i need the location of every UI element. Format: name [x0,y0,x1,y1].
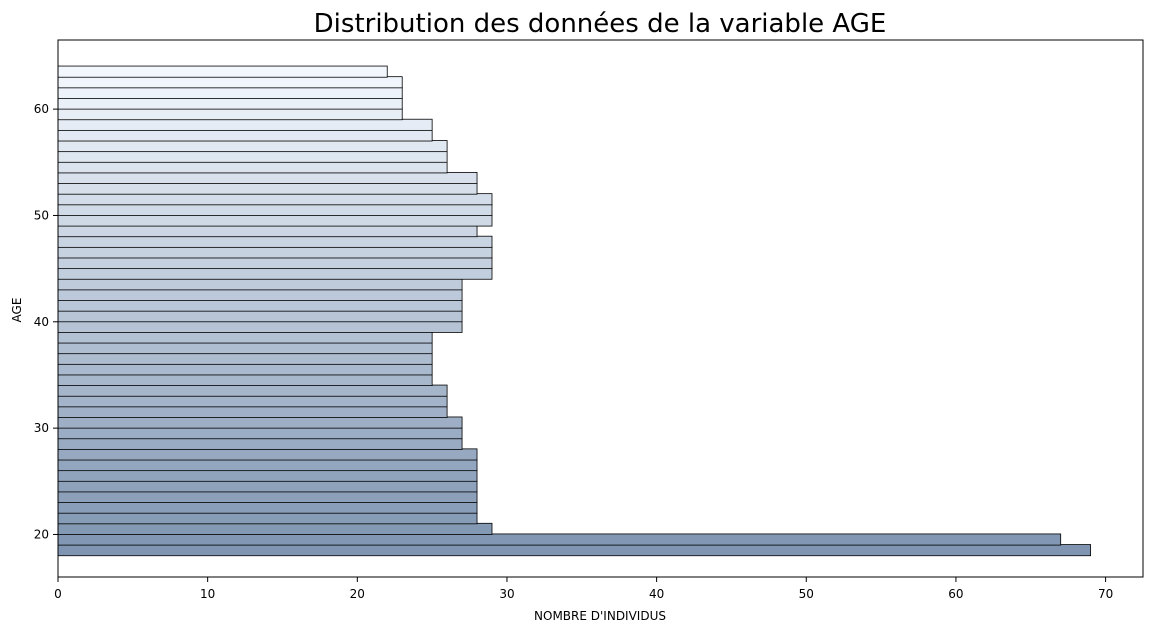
bar-age-46 [57,246,493,259]
plot-frame [57,39,1144,578]
x-tick-label: 70 [1098,587,1113,601]
y-tick-label: 60 [34,102,49,116]
bars-group [57,65,1092,557]
x-tick-label: 20 [350,587,365,601]
bar-age-31 [57,405,448,418]
bar-age-40 [57,310,463,323]
bar-age-60 [57,97,403,110]
bar-age-34 [57,374,433,386]
bar-age-26 [57,459,478,472]
y-tick-label: 40 [34,315,49,329]
bar-age-41 [57,299,463,312]
bar-age-19 [57,533,1062,546]
bar-age-53 [57,171,478,184]
bar-age-56 [57,140,448,153]
bar-age-49 [57,214,493,227]
bar-age-62 [57,76,403,89]
chart-title: Distribution des données de la variable … [314,9,887,39]
y-tick-label: 50 [34,208,49,222]
bar-age-28 [57,437,463,450]
bar-age-45 [57,257,493,270]
x-tick-label: 10 [200,587,215,601]
bar-age-48 [57,225,478,238]
y-tick-label: 30 [34,421,49,435]
bar-age-54 [57,161,448,174]
x-tick-label: 60 [948,587,963,601]
bar-age-25 [57,469,478,482]
x-axis-ticks: 0 10 20 30 40 50 60 70 [54,577,1113,601]
bar-age-43 [57,278,463,291]
bar-age-58 [57,118,433,131]
bar-age-37 [57,342,433,355]
bar-age-23 [57,490,478,503]
bar-age-36 [57,352,433,365]
bar-age-47 [57,235,493,248]
bar-age-27 [57,448,478,461]
bar-age-21 [57,512,478,525]
bar-age-24 [57,480,478,493]
y-tick-label: 20 [34,527,49,541]
bar-age-35 [57,363,433,376]
bar-age-63 [57,65,388,78]
bar-age-30 [57,416,463,429]
bar-age-50 [57,203,493,216]
bar-age-51 [57,193,493,206]
x-tick-label: 30 [499,587,514,601]
bar-age-22 [57,501,478,514]
bar-age-57 [57,129,433,142]
bar-age-42 [57,288,463,301]
y-axis-ticks: 20 30 40 50 60 [34,102,58,541]
bar-age-61 [57,86,403,99]
bar-age-55 [57,150,448,163]
bar-age-32 [57,395,448,408]
bar-age-44 [57,267,493,280]
x-tick-label: 40 [649,587,664,601]
bar-age-39 [57,320,463,333]
y-axis-label: AGE [10,298,24,323]
x-axis-label: NOMBRE D'INDIVIDUS [534,609,666,623]
bar-age-29 [57,427,463,440]
bar-age-18 [57,544,1092,557]
x-tick-label: 50 [799,587,814,601]
bar-age-59 [57,108,403,121]
bar-age-38 [57,331,433,344]
bar-age-52 [57,182,478,195]
bar-age-33 [57,384,448,397]
bar-age-20 [57,522,493,535]
x-tick-label: 0 [54,587,62,601]
